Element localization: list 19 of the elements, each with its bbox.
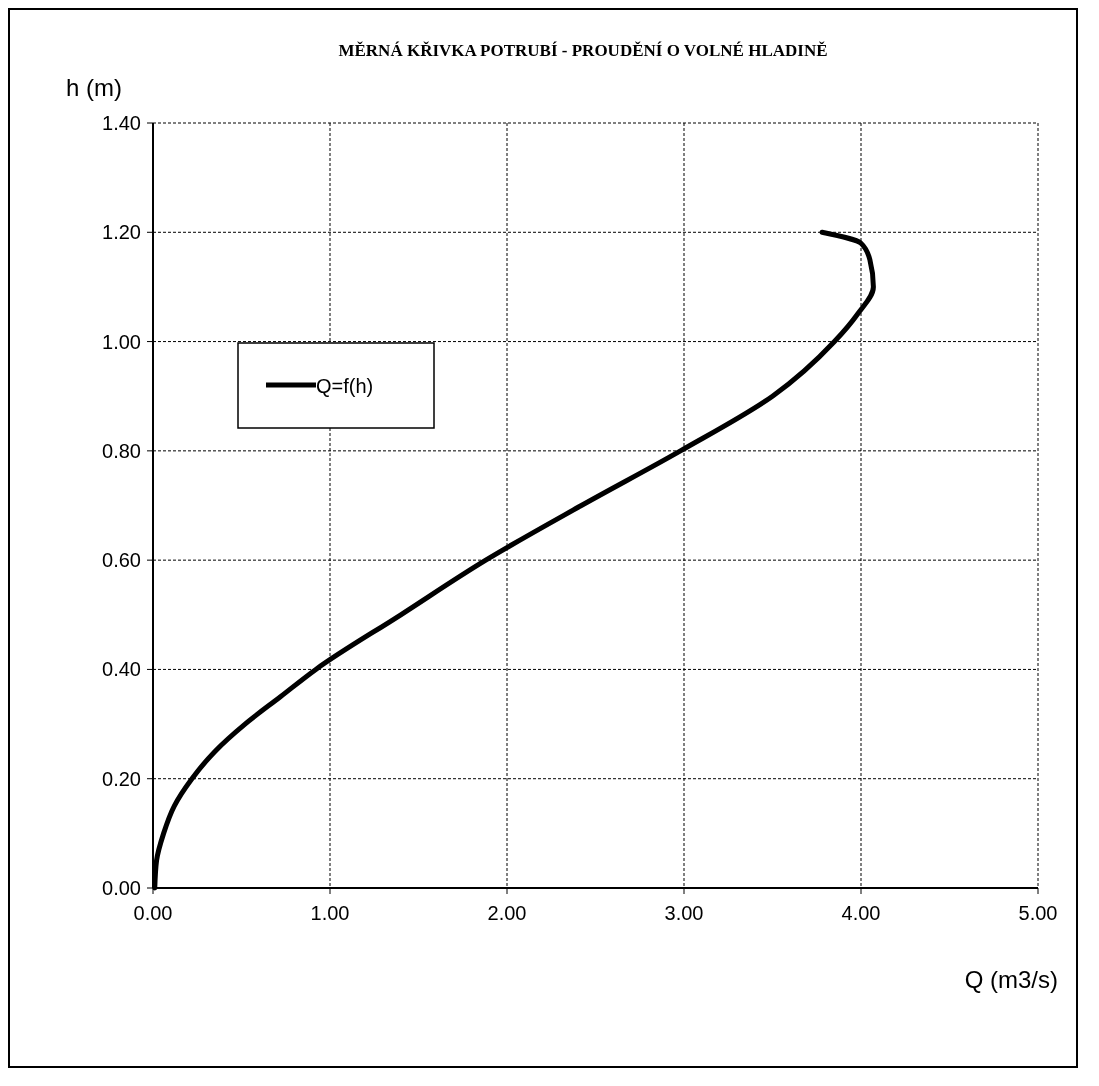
y-tick-label: 1.40 bbox=[102, 112, 141, 134]
x-tick-label: 1.00 bbox=[310, 902, 350, 924]
x-axis-title: Q (m3/s) bbox=[964, 966, 1058, 993]
x-tick-label: 2.00 bbox=[487, 902, 527, 924]
x-tick-label: 3.00 bbox=[664, 902, 704, 924]
chart-title: MĚRNÁ KŘIVKA POTRUBÍ - PROUDĚNÍ O VOLNÉ HLADINĚ bbox=[338, 41, 828, 60]
y-tick-label: 0.80 bbox=[102, 439, 141, 462]
y-tick-label: 0.40 bbox=[102, 658, 141, 681]
x-tick-label: 4.00 bbox=[841, 902, 881, 924]
y-tick-label: 1.20 bbox=[102, 221, 141, 244]
legend: Q=f(h) bbox=[237, 342, 435, 429]
y-tick-label: 0.00 bbox=[102, 877, 141, 899]
legend-label: Q=f(h) bbox=[316, 375, 374, 397]
y-tick-label: 0.60 bbox=[102, 549, 141, 572]
y-tick-label: 0.20 bbox=[102, 767, 141, 790]
x-tick-label: 0.00 bbox=[133, 902, 173, 924]
y-tick-label: 1.00 bbox=[102, 330, 141, 353]
y-axis-title: h (m) bbox=[66, 74, 122, 101]
x-tick-label: 5.00 bbox=[1018, 902, 1058, 924]
